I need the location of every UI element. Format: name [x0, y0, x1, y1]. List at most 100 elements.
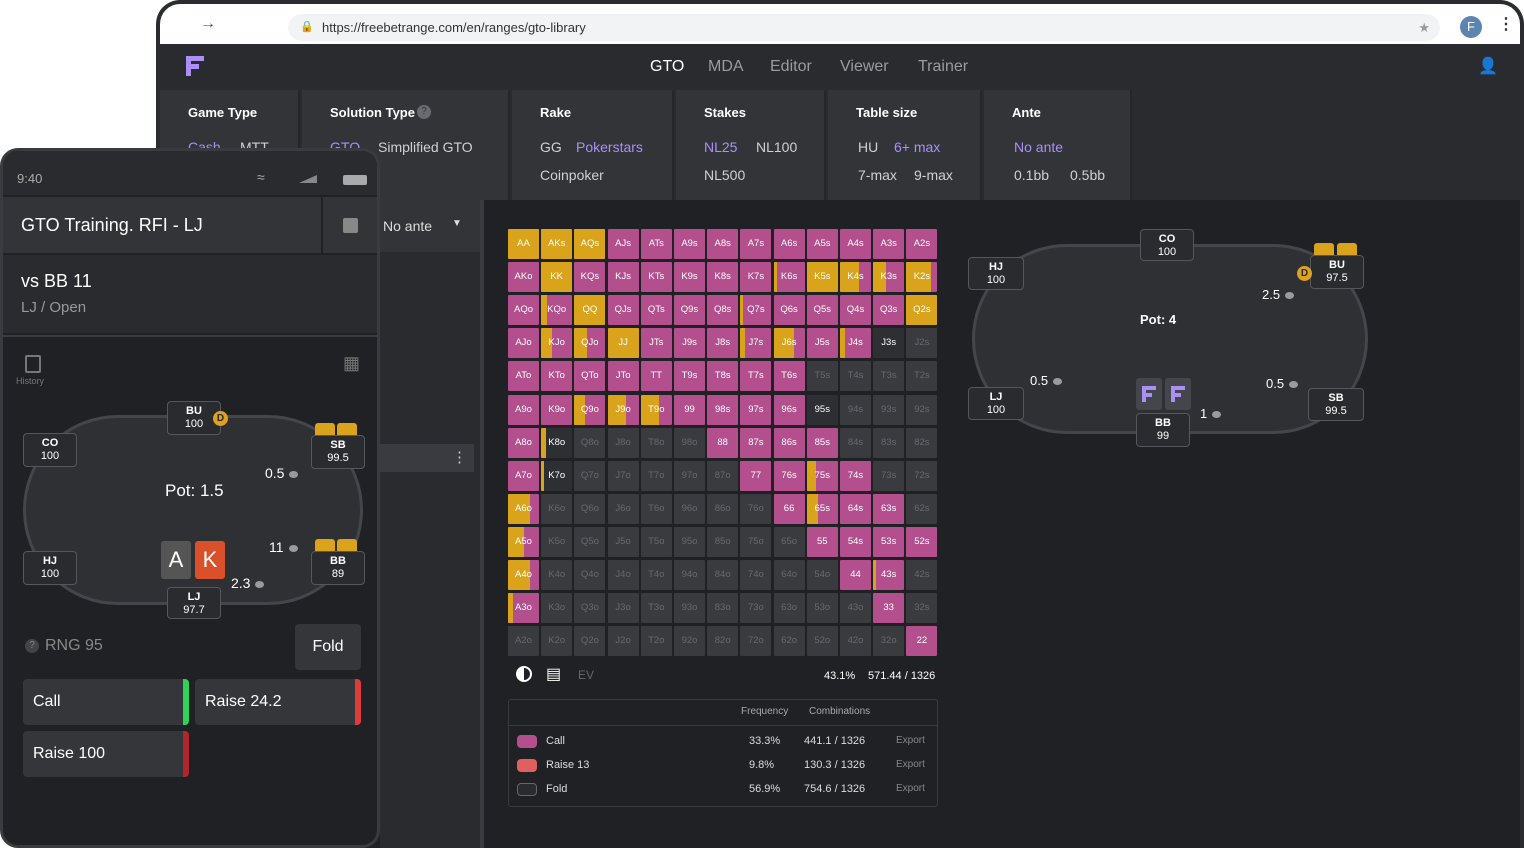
hand-cell[interactable]: A5o	[508, 526, 539, 557]
hand-cell[interactable]: J6s	[773, 328, 805, 359]
hand-cell[interactable]: A3o	[508, 593, 539, 624]
hand-cell[interactable]: 73s	[873, 460, 905, 491]
hand-cell[interactable]: T5o	[640, 526, 672, 557]
hand-cell[interactable]: 84o	[707, 560, 739, 590]
hand-cell[interactable]: A4o	[508, 560, 539, 590]
hand-cell[interactable]: J9o	[607, 394, 639, 425]
hand-cell[interactable]: Q8s	[707, 295, 739, 326]
option-6max[interactable]: 6+ max	[894, 139, 941, 155]
hand-cell[interactable]: 52s	[906, 526, 938, 557]
hand-cell[interactable]: 93o	[674, 593, 705, 624]
more-options-icon[interactable]: ⋮	[452, 449, 467, 466]
hand-cell[interactable]: KJo	[541, 328, 573, 359]
hand-cell[interactable]: Q2s	[906, 295, 938, 326]
hand-cell[interactable]: TT	[640, 361, 672, 392]
hand-cell[interactable]: J8s	[707, 328, 739, 359]
export-link[interactable]: Export	[896, 759, 925, 770]
hand-cell[interactable]: AKo	[508, 262, 539, 293]
address-bar[interactable]: 🔒 https://freebetrange.com/en/ranges/gto…	[288, 14, 1440, 41]
hand-cell[interactable]: K8s	[707, 262, 739, 293]
hand-cell[interactable]: T3o	[640, 593, 672, 624]
hand-cell[interactable]: AJo	[508, 328, 539, 359]
hand-cell[interactable]: K4s	[840, 262, 871, 293]
raise-button[interactable]: Raise 24.2	[195, 679, 361, 725]
hand-cell[interactable]: A3s	[873, 229, 905, 259]
hand-cell[interactable]: ATs	[640, 229, 672, 259]
hand-cell[interactable]: K5s	[806, 262, 838, 293]
hand-cell[interactable]: 77	[740, 460, 772, 491]
hand-cell[interactable]: 86s	[773, 427, 805, 458]
hand-cell[interactable]: A6s	[773, 229, 805, 259]
hand-cell[interactable]: KQo	[541, 295, 573, 326]
hand-cell[interactable]: KQs	[574, 262, 606, 293]
fold-button[interactable]: Fold	[295, 624, 361, 670]
option-simplified-gto[interactable]: Simplified GTO	[378, 139, 473, 155]
hand-cell[interactable]: 74s	[840, 460, 871, 491]
hand-cell[interactable]: 72s	[906, 460, 938, 491]
hand-cell[interactable]: 42o	[840, 626, 871, 657]
hand-cell[interactable]: A2o	[508, 626, 539, 657]
hand-cell[interactable]: 99	[674, 394, 705, 425]
hand-cell[interactable]: QTs	[640, 295, 672, 326]
hand-cell[interactable]: Q7s	[740, 295, 772, 326]
hand-cell[interactable]: T9o	[640, 394, 672, 425]
hand-cell[interactable]: 87o	[707, 460, 739, 491]
hand-cell[interactable]: AQo	[508, 295, 539, 326]
hand-cell[interactable]: 76s	[773, 460, 805, 491]
hand-cell[interactable]: 63s	[873, 493, 905, 524]
hand-cell[interactable]: 22	[906, 626, 938, 657]
hand-cell[interactable]: 65s	[806, 493, 838, 524]
tab-editor[interactable]: Editor	[770, 58, 812, 75]
hand-cell[interactable]: 64s	[840, 493, 871, 524]
history-icon[interactable]	[25, 355, 41, 373]
hand-cell[interactable]: J7o	[607, 460, 639, 491]
hand-cell[interactable]: A8s	[707, 229, 739, 259]
hand-cell[interactable]: Q4o	[574, 560, 606, 590]
bookmark-star-icon[interactable]: ★	[1418, 20, 1430, 35]
rng-help-icon[interactable]: ?	[25, 639, 39, 653]
hand-cell[interactable]: 44	[840, 560, 871, 590]
hand-cell[interactable]: J4s	[840, 328, 871, 359]
hand-cell[interactable]: J3s	[873, 328, 905, 359]
hand-cell[interactable]: Q8o	[574, 427, 606, 458]
user-account-icon[interactable]: 👤	[1478, 58, 1498, 75]
hand-cell[interactable]: K5o	[541, 526, 573, 557]
hand-cell[interactable]: Q9o	[574, 394, 606, 425]
ev-toggle[interactable]: EV	[578, 668, 595, 682]
hand-cell[interactable]: AA	[508, 229, 539, 259]
hand-cell[interactable]: 42s	[906, 560, 938, 590]
hand-cell[interactable]: K9o	[541, 394, 573, 425]
hand-cell[interactable]: 85o	[707, 526, 739, 557]
hand-cell[interactable]: 75s	[806, 460, 838, 491]
hand-cell[interactable]: 53s	[873, 526, 905, 557]
browser-menu-icon[interactable]: ⋮	[1498, 16, 1514, 33]
hand-cell[interactable]: 62s	[906, 493, 938, 524]
hand-cell[interactable]: ATo	[508, 361, 539, 392]
hand-cell[interactable]: K8o	[541, 427, 573, 458]
profile-avatar[interactable]: F	[1460, 16, 1482, 38]
grid-view-icon[interactable]: ▦	[343, 353, 361, 373]
option-0-5bb[interactable]: 0.5bb	[1070, 167, 1106, 183]
hand-cell[interactable]: T5s	[806, 361, 838, 392]
hand-cell[interactable]: T2s	[906, 361, 938, 392]
hand-cell[interactable]: 88	[707, 427, 739, 458]
hand-cell[interactable]: T4s	[840, 361, 871, 392]
option-nl100[interactable]: NL100	[756, 139, 798, 155]
hand-cell[interactable]: K3s	[873, 262, 905, 293]
hand-cell[interactable]: Q5o	[574, 526, 606, 557]
hand-cell[interactable]: K2s	[906, 262, 938, 293]
hand-cell[interactable]: 65o	[773, 526, 805, 557]
hand-cell[interactable]: J6o	[607, 493, 639, 524]
option-hu[interactable]: HU	[858, 139, 879, 155]
hand-cell[interactable]: T7o	[640, 460, 672, 491]
option-coinpoker[interactable]: Coinpoker	[540, 167, 604, 183]
hand-cell[interactable]: 95s	[806, 394, 838, 425]
hand-cell[interactable]: 52o	[806, 626, 838, 657]
hand-cell[interactable]: T2o	[640, 626, 672, 657]
hand-cell[interactable]: 96s	[773, 394, 805, 425]
hand-cell[interactable]: 98o	[674, 427, 705, 458]
hand-cell[interactable]: J7s	[740, 328, 772, 359]
export-link[interactable]: Export	[896, 735, 925, 746]
hand-cell[interactable]: 32o	[873, 626, 905, 657]
hand-cell[interactable]: KK	[541, 262, 573, 293]
